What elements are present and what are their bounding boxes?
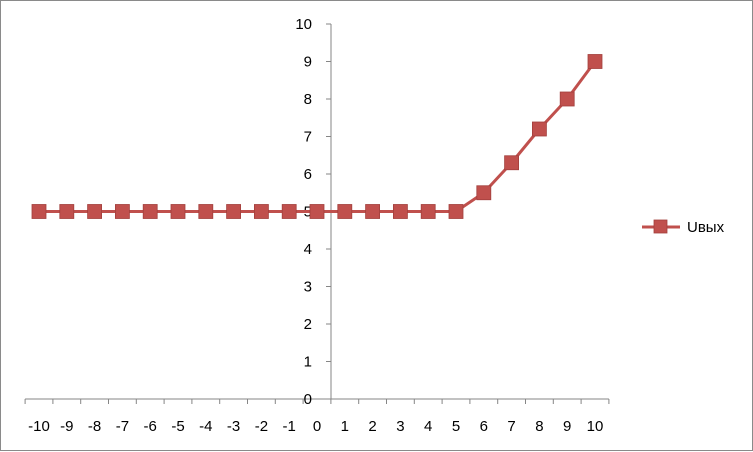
data-point-marker — [448, 204, 464, 219]
data-point-marker — [87, 204, 102, 219]
x-tick-label: -6 — [144, 418, 157, 435]
data-point-marker — [532, 121, 547, 137]
data-point-marker — [170, 204, 186, 219]
x-tick-label: 1 — [341, 418, 349, 435]
x-tick-label: 10 — [587, 418, 604, 435]
data-point-marker — [226, 204, 242, 219]
x-tick-label: 4 — [424, 418, 432, 435]
series-line — [39, 60, 597, 213]
y-tick-label: 1 — [304, 354, 312, 371]
x-tick-label: -5 — [171, 418, 184, 435]
data-point-marker — [365, 204, 381, 219]
data-point-marker — [559, 91, 575, 107]
y-tick-label: 7 — [304, 129, 312, 146]
y-tick-label: 3 — [304, 279, 312, 296]
y-tick-label: 4 — [304, 241, 312, 258]
x-tick-label: 6 — [480, 418, 488, 435]
x-tick-label: -3 — [227, 418, 240, 435]
x-tick-label: 7 — [507, 418, 515, 435]
y-tick-label: 6 — [304, 166, 312, 183]
legend-square-marker — [653, 219, 668, 234]
data-point-marker — [253, 204, 269, 219]
legend-label: Uвых — [687, 219, 725, 236]
x-tick-label: 0 — [313, 418, 321, 435]
x-tick-label: 9 — [563, 418, 571, 435]
data-point-marker — [420, 204, 436, 219]
data-point-marker — [337, 204, 353, 219]
data-point-marker — [309, 204, 325, 219]
x-tick-label: -9 — [60, 418, 73, 435]
y-tick-label: 2 — [304, 316, 312, 333]
x-tick-label: -10 — [28, 418, 50, 435]
y-tick-label: 8 — [304, 91, 312, 108]
data-point-marker — [31, 204, 47, 219]
y-tick-label: 9 — [304, 54, 312, 71]
series-uvyh — [31, 54, 603, 219]
data-point-marker — [115, 204, 130, 219]
x-axis-tick-labels: -10 -9 -8 -7 -6 -5 -4 -3 -2 -1 0 1 2 3 4 5 6 7 8 9 10 — [28, 418, 603, 435]
data-point-marker — [142, 204, 158, 219]
x-tick-label: 8 — [535, 418, 543, 435]
x-tick-label: -8 — [88, 418, 101, 435]
data-point-marker — [59, 204, 75, 219]
y-tick-label: 0 — [304, 391, 312, 408]
data-point-marker — [198, 204, 214, 219]
x-tick-label: 2 — [368, 418, 376, 435]
data-point-marker — [504, 155, 520, 171]
data-point-marker — [392, 204, 408, 219]
x-tick-label: 3 — [396, 418, 404, 435]
x-tick-label: -1 — [283, 418, 296, 435]
data-point-marker — [587, 54, 603, 69]
x-tick-label: 5 — [452, 418, 460, 435]
y-tick-label: 10 — [295, 16, 312, 33]
legend: Uвых — [642, 219, 725, 236]
x-tick-label: -4 — [199, 418, 212, 435]
data-point-marker — [281, 204, 297, 219]
x-tick-label: -2 — [255, 418, 268, 435]
x-tick-label: -7 — [116, 418, 129, 435]
data-point-marker — [476, 185, 492, 201]
